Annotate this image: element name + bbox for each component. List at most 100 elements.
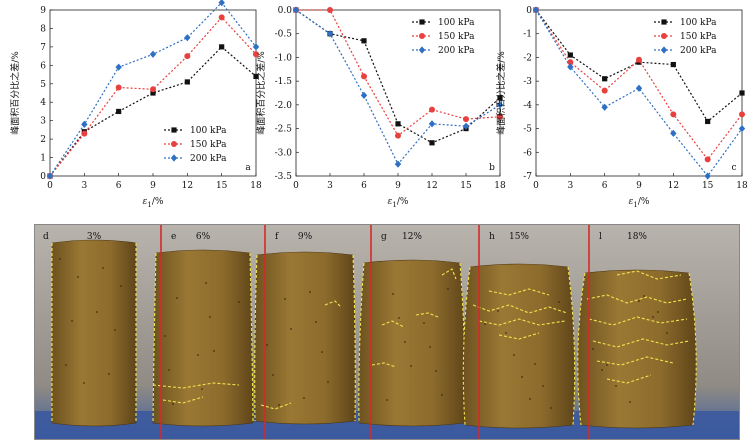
series-line-150-kPa: [49, 16, 257, 177]
x-tick-label: 15: [216, 181, 228, 191]
soil-speckle: [315, 321, 317, 323]
soil-speckle: [272, 374, 274, 376]
soil-speckle: [108, 373, 110, 375]
series-line-150-kPa: [296, 9, 501, 137]
crack-trace: [324, 300, 342, 308]
x-axis-label: ε1/%: [143, 197, 164, 209]
crack-trace: [586, 294, 688, 304]
crack-trace: [441, 268, 457, 280]
panel-letter: b: [489, 163, 495, 173]
crack-trace: [162, 396, 204, 404]
y-tick-label: -0.5: [275, 30, 293, 40]
crack-trace: [260, 402, 292, 410]
crack-trace: [381, 320, 405, 328]
data-point: [739, 90, 745, 96]
data-point: [739, 111, 745, 118]
soil-specimen: [254, 251, 356, 425]
specimen-edge-line: [358, 262, 365, 424]
x-axis-label: ε1/%: [388, 197, 409, 209]
legend-marker: [660, 46, 668, 54]
specimen-strain-label: 15%: [509, 232, 529, 242]
x-tick-label: 6: [116, 181, 122, 191]
specimen-edge-line: [577, 272, 586, 426]
legend-marker: [171, 141, 177, 147]
x-tick-label: 12: [182, 181, 193, 191]
soil-specimen: [51, 239, 137, 427]
y-axis-label: 峰面积百分比之差/%: [495, 51, 507, 135]
soil-speckle: [484, 323, 486, 325]
y-tick-label: 7: [40, 43, 46, 53]
soil-speckle: [404, 341, 406, 343]
soil-speckle: [513, 354, 515, 356]
soil-speckle: [542, 385, 544, 387]
data-point: [738, 124, 746, 133]
soil-speckle: [327, 381, 329, 383]
y-tick-label: 0: [40, 172, 46, 182]
y-tick-label: -1: [523, 30, 532, 40]
soil-speckle: [59, 258, 61, 260]
specimen-letter: f: [275, 232, 279, 242]
data-point: [497, 113, 503, 120]
soil-speckle: [601, 369, 603, 371]
y-tick-label: -2.0: [275, 101, 293, 111]
data-point: [395, 132, 401, 139]
soil-speckle: [592, 348, 594, 350]
crack-trace: [371, 362, 397, 368]
data-point: [704, 156, 711, 163]
soil-specimen: [463, 263, 575, 429]
soil-speckle: [213, 350, 215, 352]
y-axis-label: 峰面积百分比之差/%: [9, 51, 21, 135]
data-point: [394, 160, 402, 168]
data-point: [463, 116, 469, 123]
x-tick-label: 15: [702, 181, 714, 191]
legend-marker: [661, 33, 667, 39]
y-tick-label: 3: [40, 117, 46, 127]
data-point: [429, 140, 435, 146]
y-tick-label: -3.5: [275, 172, 293, 182]
data-point: [670, 61, 676, 68]
specimen-edge-line: [567, 266, 576, 426]
chart-b-svg: 0.0 -0.5 -1.0 -1.5 -2.0 -2.5 -3.0 -3.50 3 6 9 12 15 1…: [255, 6, 506, 209]
data-point: [184, 53, 191, 60]
x-tick-label: 0: [533, 181, 539, 191]
data-point: [115, 63, 122, 71]
y-tick-label: 8: [40, 24, 46, 34]
data-point: [360, 91, 368, 99]
legend-marker: [171, 127, 177, 133]
data-point: [219, 44, 225, 50]
data-point: [567, 52, 573, 58]
data-point: [150, 90, 156, 96]
legend-marker: [661, 19, 667, 25]
data-point: [361, 38, 367, 44]
legend-label: 150 kPa: [680, 32, 717, 42]
x-axis-label: ε1/%: [629, 197, 650, 209]
data-point: [705, 118, 711, 125]
soil-speckle: [290, 328, 292, 330]
y-tick-label: 9: [40, 6, 46, 16]
specimen-edge-line: [462, 266, 471, 426]
specimen-photo-svg: d 3% e 6% f 9% g 12% h 15% l 18%: [35, 225, 739, 439]
x-tick-label: 18: [494, 181, 506, 191]
soil-speckle: [176, 297, 178, 299]
soil-speckle: [529, 398, 531, 400]
x-tick-label: 0: [293, 181, 299, 191]
soil-speckle: [398, 317, 400, 319]
soil-speckle: [197, 354, 199, 356]
y-axis-label: 峰面积百分比之差/%: [255, 51, 267, 135]
soil-speckle: [102, 267, 104, 269]
data-point: [184, 34, 191, 42]
soil-speckle: [497, 310, 499, 312]
data-point: [149, 50, 157, 58]
crack-trace: [592, 338, 690, 348]
soil-speckle: [278, 404, 280, 406]
data-point: [253, 51, 259, 58]
data-point: [567, 59, 574, 66]
specimen-strain-label: 12%: [402, 232, 422, 242]
crack-trace: [415, 312, 439, 318]
panel-letter: a: [245, 163, 251, 173]
soil-speckle: [638, 300, 640, 302]
legend-label: 100 kPa: [438, 18, 475, 28]
data-point: [532, 6, 540, 14]
crack-trace: [616, 270, 682, 280]
crack-trace: [478, 318, 566, 326]
